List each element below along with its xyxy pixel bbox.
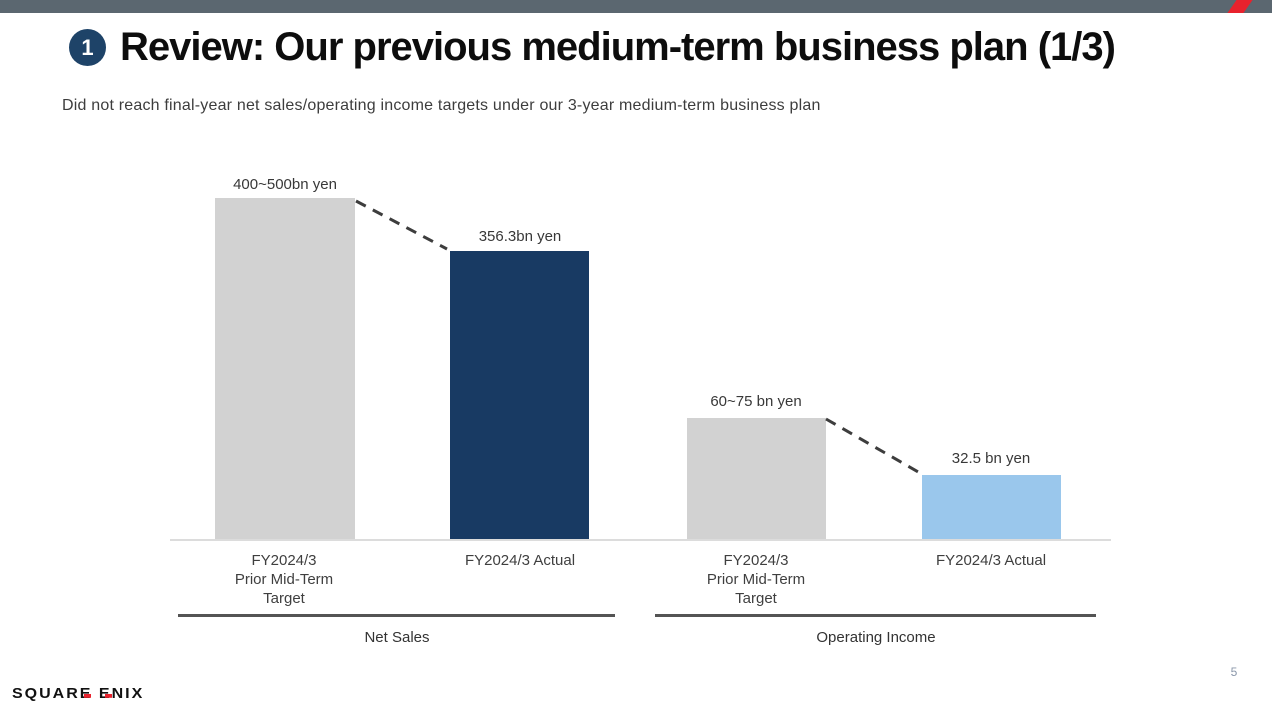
- square-enix-logo: SQUARE ENIX: [12, 685, 144, 702]
- net-sales-group-underline: [178, 614, 615, 617]
- operating-income-actual-bar: [922, 475, 1061, 539]
- net-sales-target-value-label: 400~500bn yen: [233, 176, 337, 193]
- net-sales-actual-bar: [450, 251, 589, 539]
- net-sales-target-category-label: FY2024/3 Prior Mid-Term Target: [234, 552, 334, 607]
- operating-income-target-value-label: 60~75 bn yen: [710, 393, 802, 410]
- net-sales-actual-category-label: FY2024/3 Actual: [464, 552, 576, 569]
- page-number: 5: [1230, 665, 1238, 679]
- section-number-badge: 1: [69, 29, 106, 66]
- chart-baseline: [170, 539, 1111, 541]
- net-sales-group-label: Net Sales: [364, 629, 430, 646]
- operating-income-group-underline: [655, 614, 1096, 617]
- brand-accent-slash-icon: [1227, 0, 1253, 13]
- operating-income-actual-value-label: 32.5 bn yen: [951, 450, 1031, 467]
- page-title: Review: Our previous medium-term busines…: [120, 25, 1116, 69]
- net-sales-target-bar: [215, 198, 355, 539]
- operating-income-target-category-label: FY2024/3 Prior Mid-Term Target: [706, 552, 806, 607]
- logo-red-accent-icon: [105, 694, 112, 698]
- operating-income-actual-category-label: FY2024/3 Actual: [935, 552, 1047, 569]
- logo-red-accent-icon: [84, 694, 91, 698]
- net-sales-actual-value-label: 356.3bn yen: [478, 228, 562, 245]
- operating-income-group-label: Operating Income: [816, 629, 936, 646]
- top-bar: [0, 0, 1272, 13]
- subtitle: Did not reach final-year net sales/opera…: [62, 97, 821, 114]
- logo-text: SQUARE ENIX: [12, 685, 145, 702]
- operating-income-target-bar: [687, 418, 826, 539]
